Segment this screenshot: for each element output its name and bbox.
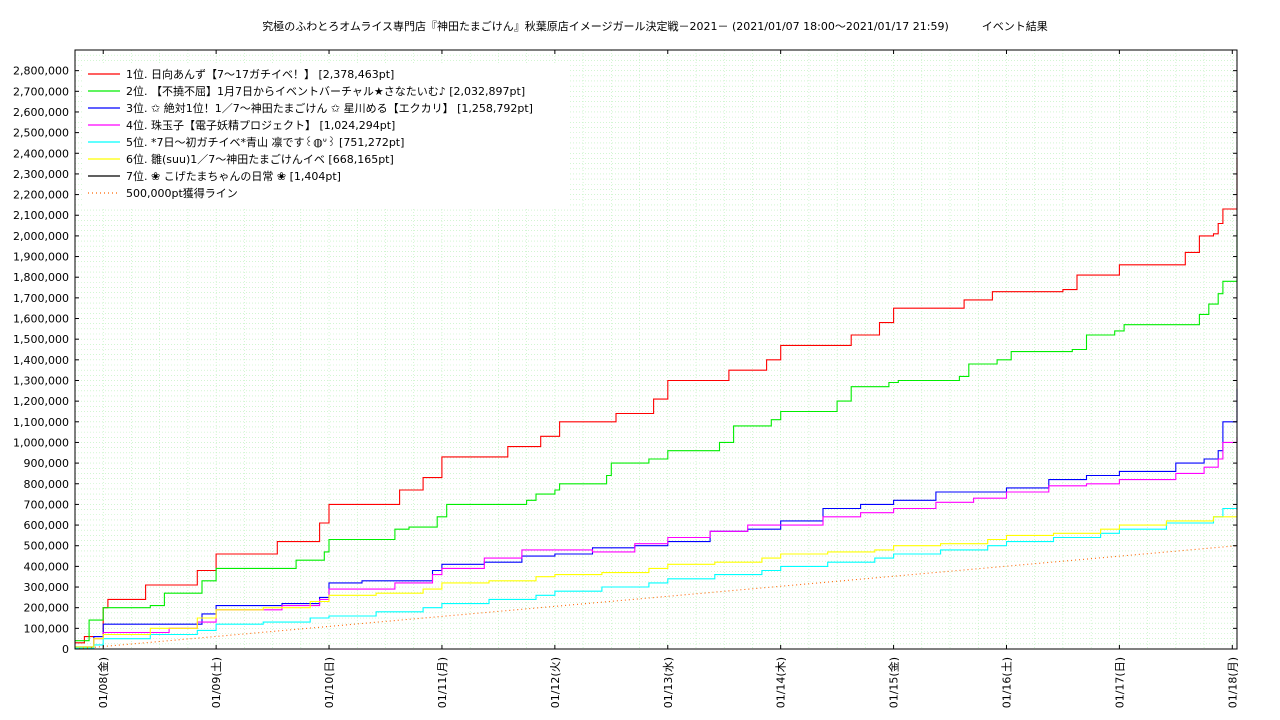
x-tick-label: 01/14(木) [775,657,788,708]
y-tick-label: 1,200,000 [13,395,69,408]
y-tick-label: 2,600,000 [13,106,69,119]
y-tick-label: 2,800,000 [13,65,69,78]
y-tick-label: 100,000 [24,622,70,635]
y-tick-label: 0 [62,643,69,656]
chart-title: 究極のふわとろオムライス専門店『神田たまごけん』秋葉原店イメージガール決定戦－2… [262,20,1048,33]
x-tick-label: 01/10(日) [323,657,336,708]
y-tick-label: 2,100,000 [13,209,69,222]
y-tick-label: 1,800,000 [13,271,69,284]
y-tick-label: 400,000 [24,560,70,573]
legend-label: 500,000pt獲得ライン [126,187,238,200]
legend-label: 1位. 日向あんず【7～17ガチイベ！】 [2,378,463pt] [126,67,394,81]
legend-box [82,63,568,208]
y-tick-label: 1,000,000 [13,436,69,449]
axes: 0 100,000 200,000 300,000 400,000 500,000 600,… [13,49,1239,708]
y-tick-label: 2,200,000 [13,189,69,202]
y-tick-label: 1,500,000 [13,333,69,346]
y-tick-label: 2,700,000 [13,85,69,98]
series-line-2 [75,229,1238,642]
y-tick-label: 700,000 [24,498,70,511]
y-tick-label: 500,000 [24,540,70,553]
series-line-1 [75,157,1238,644]
x-tick-label: 01/13(水) [662,657,675,708]
y-tick-label: 1,600,000 [13,313,69,326]
legend-label: 5位. *7日～初ガチイベ*青山 凛です꒰◍ᐡ꒱ [751,272pt] [126,135,404,149]
x-tick-label: 01/12(火) [549,657,562,708]
y-tick-label: 600,000 [24,519,70,532]
series-line-5 [75,494,1238,649]
y-tick-label: 2,000,000 [13,230,69,243]
y-tick-label: 1,300,000 [13,374,69,387]
legend-label: 3位. ✩ 絶対1位！1／7～神田たまごけん ✩ 星川める【エクカリ】 [1,2… [126,101,533,115]
legend-label: 4位. 珠玉子【電子妖精プロジェクト】 [1,024,294pt] [126,118,395,132]
x-tick-label: 01/17(日) [1113,657,1126,708]
y-tick-label: 1,400,000 [13,354,69,367]
y-tick-label: 800,000 [24,478,70,491]
x-tick-label: 01/18(月) [1226,657,1239,708]
x-tick-label: 01/08(金) [96,657,110,708]
legend-label: 6位. 雛(suu)1／7～神田たまごけんイベ [668,165pt] [126,152,394,166]
y-tick-label: 200,000 [24,602,70,615]
legend: 1位. 日向あんず【7～17ガチイベ！】 [2,378,463pt] 2位. 【不… [82,63,568,208]
y-tick-label: 900,000 [24,457,70,470]
y-tick-label: 2,400,000 [13,147,69,160]
x-tick-label: 01/16(土) [1000,657,1013,708]
y-tick-label: 2,300,000 [13,168,69,181]
y-tick-label: 300,000 [24,581,70,594]
plot-frame [74,49,1238,650]
x-tick-label: 01/15(金) [887,657,901,708]
y-tick-label: 2,500,000 [13,127,69,140]
x-tick-label: 01/09(土) [210,657,223,708]
series-line-3 [75,388,1238,648]
y-tick-label: 1,700,000 [13,292,69,305]
series-line-6 [75,511,1238,648]
legend-label: 2位. 【不撓不屈】1月7日からイベントバーチャル★さなたいむ♪ [2,032,… [126,84,525,98]
series-line-8 [74,545,1238,650]
legend-label: 7位. ❀ こげたまちゃんの日常 ❀ [1,404pt] [126,169,341,183]
y-tick-label: 1,900,000 [13,251,69,264]
x-tick-label: 01/11(月) [436,657,449,708]
y-tick-label: 1,100,000 [13,416,69,429]
